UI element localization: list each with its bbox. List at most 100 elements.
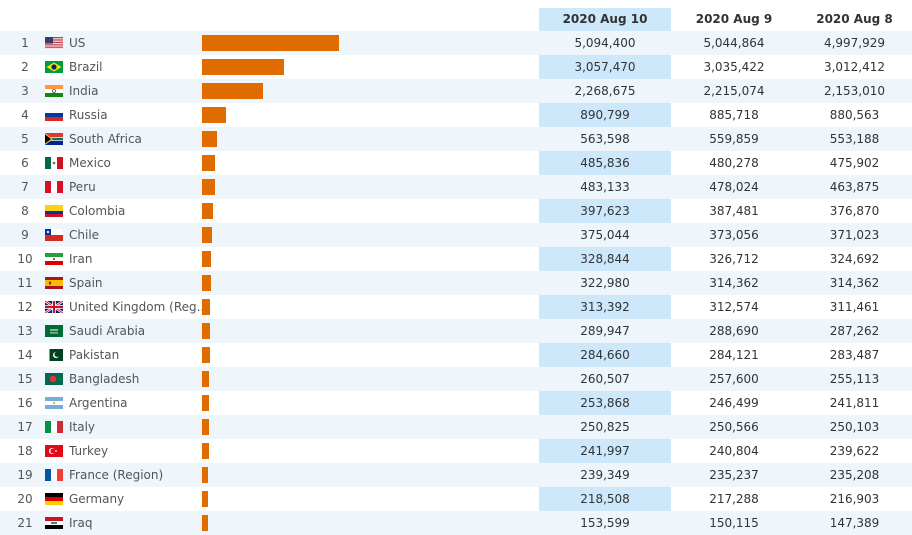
table-row[interactable]: 15 Bangladesh 260,507 257,600 255,113 [0,367,912,391]
value-aug-10: 153,599 [580,516,630,530]
cases-bar [202,179,215,195]
value-aug-8: 3,012,412 [823,60,886,74]
saudi-arabia-flag-icon [45,325,63,337]
country-name: Italy [69,420,96,434]
value-aug-10: 260,507 [580,372,630,386]
value-aug-9: 885,718 [709,108,759,122]
table-row[interactable]: 2 Brazil 3,057,470 3,035,422 3,012,412 [0,55,912,79]
rank-number: 21 [17,516,33,530]
value-aug-8: 553,188 [829,132,880,146]
value-aug-8: 371,023 [829,228,880,242]
iran-flag-icon [45,253,63,265]
table-row[interactable]: 1 US 5,094,400 5,044,864 4,997,929 [0,31,912,55]
value-aug-10: 241,997 [580,444,630,458]
table-row[interactable]: 17 Italy 250,825 250,566 250,103 [0,415,912,439]
turkey-flag-icon [45,445,63,457]
bangladesh-flag-icon [45,373,63,385]
country-name: India [69,84,99,98]
table-row[interactable]: 7 Peru 483,133 478,024 463,875 [0,175,912,199]
value-aug-8: 255,113 [829,372,880,386]
value-aug-10: 397,623 [580,204,630,218]
country-name: Turkey [69,444,109,458]
table-row[interactable]: 11 Spain 322,980 314,362 314,362 [0,271,912,295]
table-row[interactable]: 10 Iran 328,844 326,712 324,692 [0,247,912,271]
rank-number: 16 [17,396,33,410]
table-row[interactable]: 4 Russia 890,799 885,718 880,563 [0,103,912,127]
value-aug-8: 463,875 [829,180,880,194]
value-aug-10: 563,598 [580,132,630,146]
table-row[interactable]: 14 Pakistan 284,660 284,121 283,487 [0,343,912,367]
rank-number: 15 [17,372,33,386]
cases-bar [202,203,213,219]
value-aug-9: 3,035,422 [703,60,765,74]
column-header-aug-8[interactable]: 2020 Aug 8 [816,12,893,26]
table-row[interactable]: 9 Chile 375,044 373,056 371,023 [0,223,912,247]
value-aug-8: 314,362 [829,276,880,290]
mexico-flag-icon [45,157,63,169]
value-aug-9: 2,215,074 [703,84,765,98]
column-header-aug-9[interactable]: 2020 Aug 9 [695,12,773,26]
table-row[interactable]: 16 Argentina 253,868 246,499 241,811 [0,391,912,415]
value-aug-8: 4,997,929 [823,36,886,50]
cases-bar [202,35,339,51]
value-aug-10: 284,660 [580,348,630,362]
table-row[interactable]: 21 Iraq 153,599 150,115 147,389 [0,511,912,535]
country-name: Iraq [69,516,93,530]
cases-bar [202,347,210,363]
value-aug-10: 322,980 [580,276,630,290]
brazil-flag-icon [45,61,63,73]
value-aug-9: 373,056 [709,228,759,242]
country-name: United Kingdom (Reg... [69,300,209,314]
column-header-aug-10[interactable]: 2020 Aug 10 [562,12,648,26]
value-aug-10: 250,825 [580,420,630,434]
country-name: France (Region) [69,468,164,482]
value-aug-10: 218,508 [580,492,630,506]
rank-number: 9 [21,228,29,242]
value-aug-10: 239,349 [580,468,630,482]
table-row[interactable]: 6 Mexico 485,836 480,278 475,902 [0,151,912,175]
value-aug-10: 375,044 [580,228,630,242]
country-name: Pakistan [69,348,120,362]
value-aug-8: 376,870 [829,204,880,218]
value-aug-8: 250,103 [829,420,880,434]
country-name: Mexico [69,156,111,170]
country-name: Colombia [69,204,126,218]
us-flag-icon [45,37,63,49]
table-row[interactable]: 13 Saudi Arabia 289,947 288,690 287,262 [0,319,912,343]
cases-bar [202,227,212,243]
table-row[interactable]: 8 Colombia 397,623 387,481 376,870 [0,199,912,223]
russia-flag-icon [45,109,63,121]
value-aug-8: 216,903 [829,492,880,506]
table-row[interactable]: 19 France (Region) 239,349 235,237 235,208 [0,463,912,487]
cases-bar [202,371,209,387]
pakistan-flag-icon [45,349,63,361]
value-aug-10: 5,094,400 [574,36,636,50]
table-row[interactable]: 5 South Africa 563,598 559,859 553,188 [0,127,912,151]
value-aug-9: 250,566 [709,420,759,434]
value-aug-9: 257,600 [709,372,759,386]
cases-bar [202,491,208,507]
france-flag-icon [45,469,63,481]
cases-bar [202,419,209,435]
country-name: Brazil [69,60,103,74]
rank-number: 20 [17,492,33,506]
table-row[interactable]: 20 Germany 218,508 217,288 216,903 [0,487,912,511]
country-name: Russia [69,108,108,122]
country-name: Spain [69,276,103,290]
country-name: Iran [69,252,93,266]
value-aug-9: 235,237 [709,468,759,482]
spain-flag-icon [45,277,63,289]
rank-number: 4 [21,108,29,122]
table-row[interactable]: 12 United Kingdom (Reg... 313,392 312,574 31… [0,295,912,319]
table-row[interactable]: 18 Turkey 241,997 240,804 239,622 [0,439,912,463]
table-row[interactable]: 3 India 2,268,675 2,215,074 2,153,010 [0,79,912,103]
value-aug-9: 480,278 [709,156,759,170]
rank-number: 13 [17,324,33,338]
value-aug-9: 5,044,864 [703,36,765,50]
rank-number: 14 [17,348,33,362]
rank-number: 18 [17,444,33,458]
value-aug-9: 326,712 [709,252,759,266]
country-name: Bangladesh [69,372,140,386]
rank-number: 5 [21,132,29,146]
